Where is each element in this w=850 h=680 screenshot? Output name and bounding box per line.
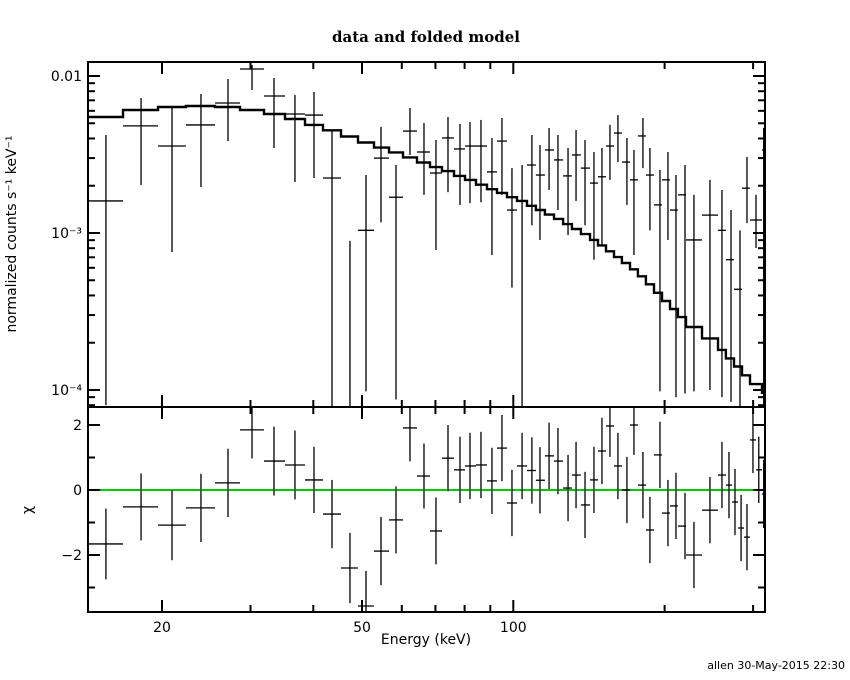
y-tick-label: 10⁻⁴ bbox=[51, 383, 82, 399]
x-axis-label: Energy (keV) bbox=[381, 632, 471, 648]
x-tick-label: 100 bbox=[500, 620, 527, 636]
model-step-line bbox=[88, 104, 765, 394]
y-axis-label-top: normalized counts s⁻¹ keV⁻¹ bbox=[4, 135, 20, 332]
bottom-panel-frame bbox=[87, 406, 766, 613]
chi-tick-label: 2 bbox=[73, 418, 82, 434]
chi-tick-label: −2 bbox=[61, 548, 82, 564]
x-tick-label: 50 bbox=[353, 620, 371, 636]
plot-title: data and folded model bbox=[332, 28, 520, 46]
user-date-stamp: allen 30-May-2015 22:30 bbox=[707, 659, 845, 672]
chi-residual-points bbox=[88, 407, 765, 612]
chi-tick-label: 0 bbox=[73, 483, 82, 499]
y-tick-label: 10⁻³ bbox=[51, 226, 82, 242]
tick-labels: 20 50 100 0.01 10⁻³ 10⁻⁴ −2 0 2 bbox=[51, 69, 527, 636]
axes-frame-and-ticks bbox=[87, 61, 766, 613]
y-tick-label: 0.01 bbox=[51, 69, 82, 85]
x-tick-label: 20 bbox=[153, 620, 171, 636]
y-axis-label-bottom-chi: χ bbox=[20, 506, 36, 514]
folded-model-histogram bbox=[88, 104, 765, 394]
spectrum-data-points bbox=[88, 65, 765, 407]
